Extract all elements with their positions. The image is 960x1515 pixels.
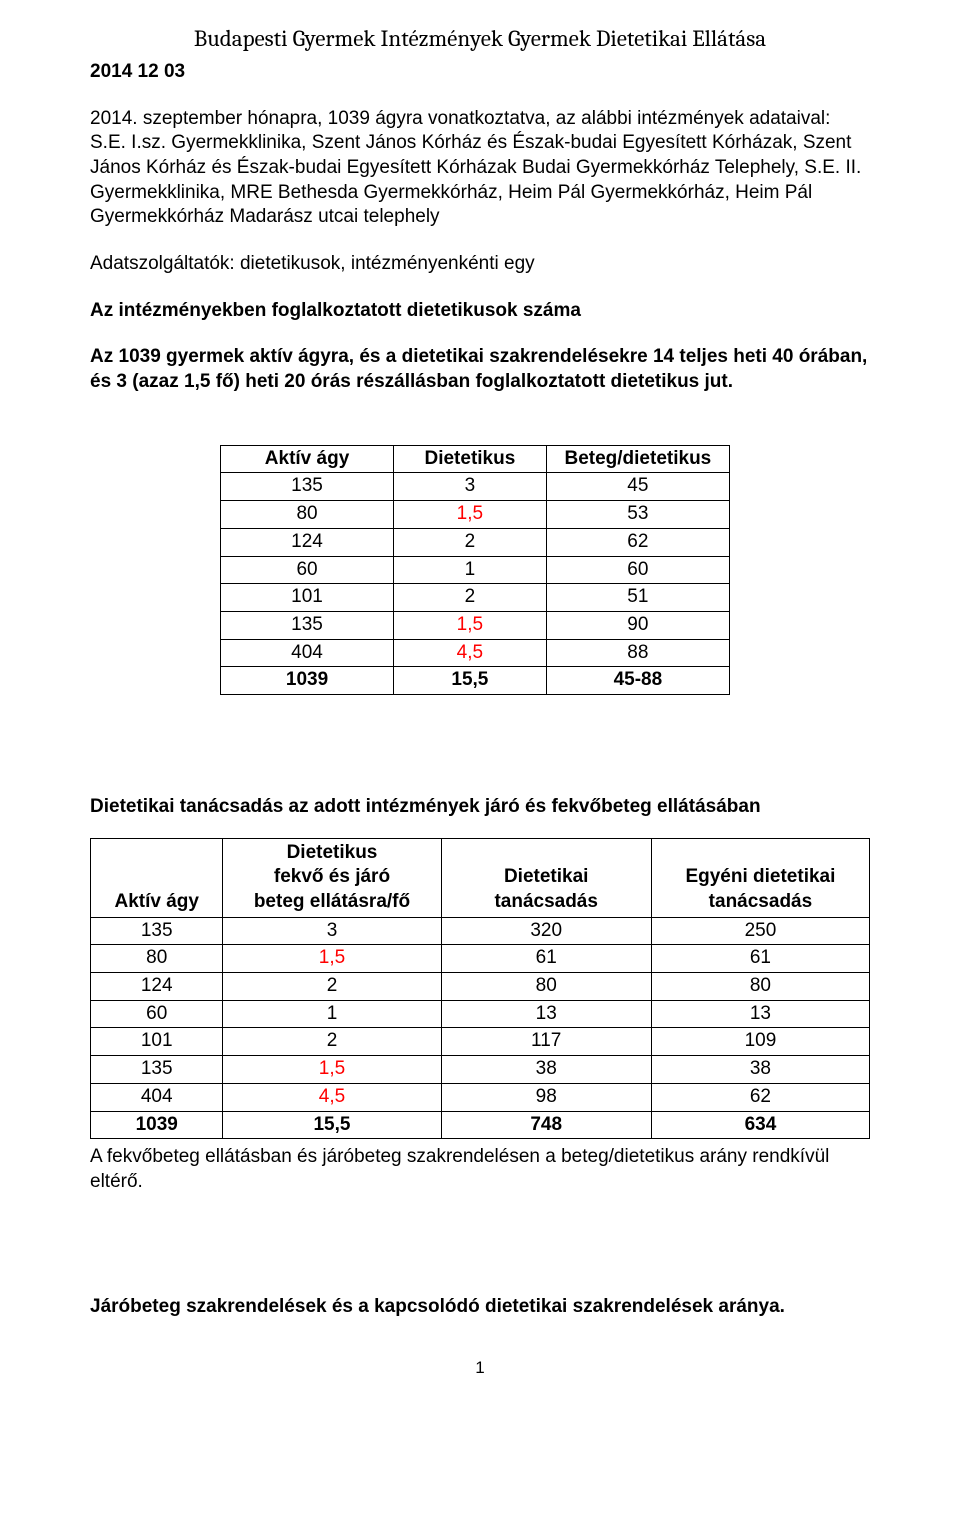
table-cell: 3 (223, 917, 441, 945)
table1-col-header-beteg-dietetikus: Beteg/dietetikus (546, 445, 729, 473)
table-row: 801,553 (221, 501, 730, 529)
table-cell: 1039 (91, 1111, 223, 1139)
table-cell: 1,5 (394, 501, 547, 529)
document-page: Budapesti Gyermek Intézmények Gyermek Di… (0, 0, 960, 1419)
table-cell: 45 (546, 473, 729, 501)
table-row: 124262 (221, 528, 730, 556)
table-cell: 124 (221, 528, 394, 556)
table1-col-header-dietetikus: Dietetikus (394, 445, 547, 473)
section3-heading: Járóbeteg szakrendelések és a kapcsolódó… (90, 1295, 870, 1320)
document-title: Budapesti Gyermek Intézmények Gyermek Di… (90, 24, 870, 54)
table-cell: 61 (441, 945, 651, 973)
table-cell: 135 (221, 473, 394, 501)
table-row: 801,56161 (91, 945, 870, 973)
table-cell: 135 (221, 611, 394, 639)
table-row: 101251 (221, 584, 730, 612)
table-cell: 135 (91, 1056, 223, 1084)
table-header-row: Aktív ágy Dietetikus Beteg/dietetikus (221, 445, 730, 473)
table-cell: 51 (546, 584, 729, 612)
document-date: 2014 12 03 (90, 60, 870, 85)
table-cell: 2 (394, 528, 547, 556)
table-cell: 2 (223, 973, 441, 1001)
table-cell: 80 (441, 973, 651, 1001)
table-row: 1351,590 (221, 611, 730, 639)
table-cell: 80 (221, 501, 394, 529)
table-cell: 60 (546, 556, 729, 584)
table-cell: 38 (651, 1056, 869, 1084)
table-cell: 404 (91, 1083, 223, 1111)
table-cell: 320 (441, 917, 651, 945)
table-cell: 13 (651, 1000, 869, 1028)
table-cell: 404 (221, 639, 394, 667)
table-cell: 13 (441, 1000, 651, 1028)
table-header-row: Aktív ágyDietetikusfekvő és járóbeteg el… (91, 838, 870, 917)
table-cell: 124 (91, 973, 223, 1001)
table-cell: 98 (441, 1083, 651, 1111)
table-cell: 15,5 (223, 1111, 441, 1139)
table-cell: 38 (441, 1056, 651, 1084)
table-cell: 15,5 (394, 667, 547, 695)
page-number: 1 (90, 1357, 870, 1379)
intro-paragraph-3: Az intézményekben foglalkoztatott dietet… (90, 299, 870, 324)
table-row: 4044,59862 (91, 1083, 870, 1111)
table-cell: 4,5 (223, 1083, 441, 1111)
table-row: 135345 (221, 473, 730, 501)
table-cell: 1,5 (223, 1056, 441, 1084)
table-cell: 80 (651, 973, 869, 1001)
table-row: 103915,545-88 (221, 667, 730, 695)
table-cell: 1039 (221, 667, 394, 695)
table-cell: 62 (546, 528, 729, 556)
table-row: 12428080 (91, 973, 870, 1001)
table-counseling: Aktív ágyDietetikusfekvő és járóbeteg el… (90, 838, 870, 1140)
section2-heading: Dietetikai tanácsadás az adott intézmény… (90, 795, 870, 820)
table-cell: 53 (546, 501, 729, 529)
table-cell: 3 (394, 473, 547, 501)
table-cell: 62 (651, 1083, 869, 1111)
table-cell: 1 (394, 556, 547, 584)
table2-col-header: Egyéni dietetikaitanácsadás (651, 838, 869, 917)
table-cell: 2 (223, 1028, 441, 1056)
table-cell: 1,5 (223, 945, 441, 973)
table-cell: 80 (91, 945, 223, 973)
table-row: 6011313 (91, 1000, 870, 1028)
table-row: 1353320250 (91, 917, 870, 945)
table-cell: 634 (651, 1111, 869, 1139)
table-cell: 60 (91, 1000, 223, 1028)
table-cell: 60 (221, 556, 394, 584)
table-cell: 61 (651, 945, 869, 973)
intro-paragraph-2: Adatszolgáltatók: dietetikusok, intézmén… (90, 252, 870, 277)
table2-col-header: Dietetikusfekvő és járóbeteg ellátásra/f… (223, 838, 441, 917)
table-cell: 101 (221, 584, 394, 612)
table2-col-header: Dietetikaitanácsadás (441, 838, 651, 917)
table-row: 1351,53838 (91, 1056, 870, 1084)
table-row: 60160 (221, 556, 730, 584)
table-cell: 101 (91, 1028, 223, 1056)
table2-col-header: Aktív ágy (91, 838, 223, 917)
table-cell: 1,5 (394, 611, 547, 639)
table-cell: 1 (223, 1000, 441, 1028)
table-cell: 88 (546, 639, 729, 667)
table-cell: 2 (394, 584, 547, 612)
table-cell: 135 (91, 917, 223, 945)
table-cell: 748 (441, 1111, 651, 1139)
after-table2-paragraph: A fekvőbeteg ellátásban és járóbeteg sza… (90, 1145, 870, 1194)
intro-paragraph-4: Az 1039 gyermek aktív ágyra, és a dietet… (90, 345, 870, 394)
table1-col-header-aktiv-agy: Aktív ágy (221, 445, 394, 473)
table-row: 103915,5748634 (91, 1111, 870, 1139)
table-row: 4044,588 (221, 639, 730, 667)
intro-paragraph-1: 2014. szeptember hónapra, 1039 ágyra von… (90, 107, 870, 230)
table-cell: 4,5 (394, 639, 547, 667)
table-cell: 250 (651, 917, 869, 945)
table-cell: 90 (546, 611, 729, 639)
table-beds-dietitians: Aktív ágy Dietetikus Beteg/dietetikus 13… (220, 445, 730, 695)
table-cell: 109 (651, 1028, 869, 1056)
table-cell: 117 (441, 1028, 651, 1056)
table-row: 1012117109 (91, 1028, 870, 1056)
table-cell: 45-88 (546, 667, 729, 695)
